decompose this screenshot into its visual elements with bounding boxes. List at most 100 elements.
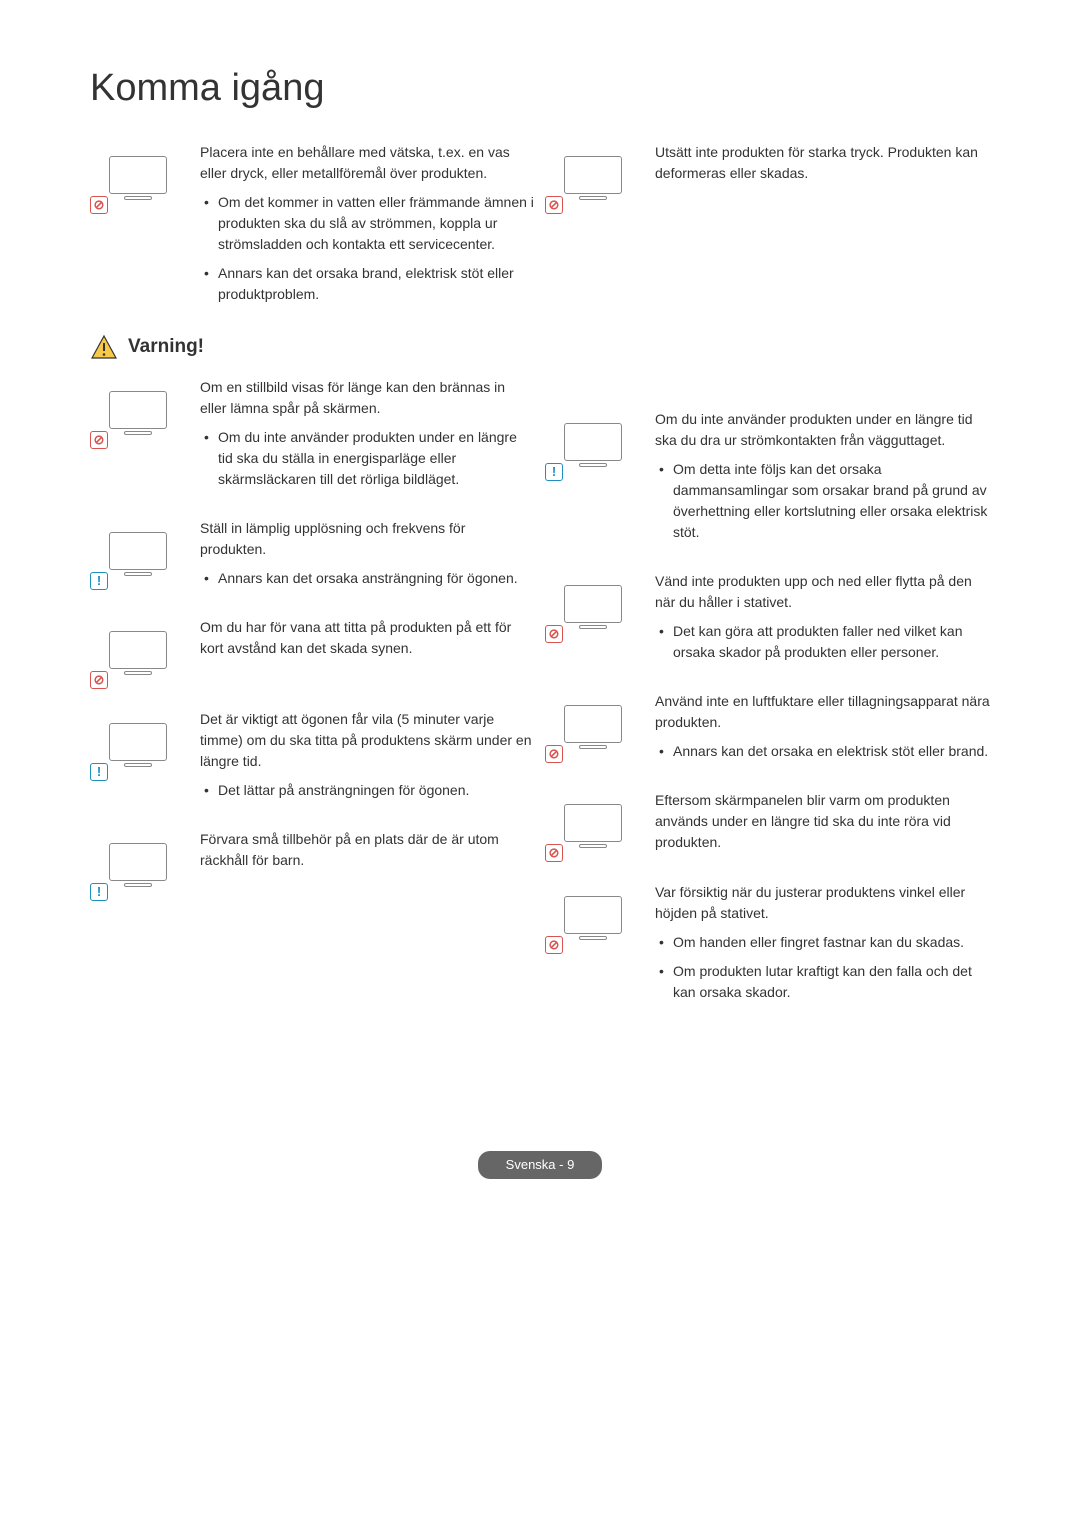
item-text: Förvara små tillbehör på en plats där de…	[200, 829, 535, 901]
item-text: Vänd inte produkten upp och ned eller fl…	[655, 571, 990, 671]
item-text: Om du har för vana att titta på produkte…	[200, 617, 535, 689]
item-icon-wrap: ⊘	[90, 377, 200, 498]
warning-triangle-icon	[90, 334, 118, 360]
tv-icon	[109, 391, 167, 429]
item-icon-wrap: ⊘	[545, 142, 655, 214]
safety-illustration: !	[90, 518, 185, 590]
item-icon-wrap: !	[90, 829, 200, 901]
tv-stand-icon	[579, 625, 607, 629]
item-bullet: Annars kan det orsaka brand, elektrisk s…	[200, 263, 535, 305]
right-column: ⊘ Utsätt inte produkten för starka tryck…	[545, 142, 990, 1031]
safety-item: ! Förvara små tillbehör på en plats där …	[90, 829, 535, 901]
tv-icon	[109, 723, 167, 761]
tv-stand-icon	[124, 671, 152, 675]
safety-item: ⊘ Eftersom skärmpanelen blir varm om pro…	[545, 790, 990, 862]
safety-illustration: ⊘	[545, 790, 640, 862]
info-icon: !	[90, 572, 108, 590]
tv-stand-icon	[124, 763, 152, 767]
page-title: Komma igång	[90, 60, 990, 117]
item-bullet: Om detta inte följs kan det orsaka damma…	[655, 459, 990, 543]
item-text: Placera inte en behållare med vätska, t.…	[200, 142, 535, 313]
item-icon-wrap: ⊘	[545, 790, 655, 862]
tv-stand-icon	[579, 844, 607, 848]
item-text: Det är viktigt att ögonen får vila (5 mi…	[200, 709, 535, 809]
safety-item: ⊘ Var försiktig när du justerar produkte…	[545, 882, 990, 1011]
item-bullet: Annars kan det orsaka ansträngning för ö…	[200, 568, 535, 589]
prohibit-icon: ⊘	[545, 625, 563, 643]
warning-heading: Varning!	[90, 333, 535, 362]
page-footer: Svenska - 9	[90, 1151, 990, 1179]
item-icon-wrap: ⊘	[545, 571, 655, 671]
tv-stand-icon	[579, 463, 607, 467]
item-icon-wrap: ⊘	[90, 142, 200, 313]
item-paragraph: Använd inte en luftfuktare eller tillagn…	[655, 691, 990, 733]
prohibit-icon: ⊘	[545, 936, 563, 954]
item-icon-wrap: !	[90, 518, 200, 597]
prohibit-icon: ⊘	[545, 196, 563, 214]
safety-illustration: ⊘	[545, 571, 640, 643]
safety-illustration: ⊘	[545, 691, 640, 763]
item-paragraph: Eftersom skärmpanelen blir varm om produ…	[655, 790, 990, 853]
item-icon-wrap: !	[90, 709, 200, 809]
tv-icon	[109, 631, 167, 669]
item-text: Använd inte en luftfuktare eller tillagn…	[655, 691, 990, 770]
item-text: Om du inte använder produkten under en l…	[655, 409, 990, 551]
item-bullet: Annars kan det orsaka en elektrisk stöt …	[655, 741, 990, 762]
tv-stand-icon	[124, 196, 152, 200]
item-paragraph: Var försiktig när du justerar produktens…	[655, 882, 990, 924]
safety-illustration: ⊘	[545, 142, 640, 214]
item-icon-wrap: ⊘	[545, 691, 655, 770]
page-number: Svenska - 9	[478, 1151, 603, 1179]
item-paragraph: Vänd inte produkten upp och ned eller fl…	[655, 571, 990, 613]
tv-stand-icon	[124, 883, 152, 887]
prohibit-icon: ⊘	[90, 196, 108, 214]
item-bullet: Om handen eller fingret fastnar kan du s…	[655, 932, 990, 953]
safety-item: ⊘ Om du har för vana att titta på produk…	[90, 617, 535, 689]
prohibit-icon: ⊘	[545, 745, 563, 763]
item-bullet: Det kan göra att produkten faller ned vi…	[655, 621, 990, 663]
warning-label: Varning!	[128, 333, 204, 362]
tv-icon	[564, 705, 622, 743]
tv-icon	[109, 843, 167, 881]
safety-item: ! Det är viktigt att ögonen får vila (5 …	[90, 709, 535, 809]
info-icon: !	[90, 883, 108, 901]
item-text: Eftersom skärmpanelen blir varm om produ…	[655, 790, 990, 862]
safety-item: ⊘ Placera inte en behållare med vätska, …	[90, 142, 535, 313]
tv-stand-icon	[124, 431, 152, 435]
item-bullet: Om det kommer in vatten eller främmande …	[200, 192, 535, 255]
tv-stand-icon	[579, 745, 607, 749]
safety-illustration: ⊘	[90, 617, 185, 689]
item-paragraph: Om en stillbild visas för länge kan den …	[200, 377, 535, 419]
safety-item: ⊘ Vänd inte produkten upp och ned eller …	[545, 571, 990, 671]
safety-item: ⊘ Om en stillbild visas för länge kan de…	[90, 377, 535, 498]
info-icon: !	[545, 463, 563, 481]
content-grid: ⊘ Placera inte en behållare med vätska, …	[90, 142, 990, 1031]
item-text: Om en stillbild visas för länge kan den …	[200, 377, 535, 498]
prohibit-icon: ⊘	[545, 844, 563, 862]
item-bullet: Om produkten lutar kraftigt kan den fall…	[655, 961, 990, 1003]
item-text: Ställ in lämplig upplösning och frekvens…	[200, 518, 535, 597]
item-paragraph: Om du inte använder produkten under en l…	[655, 409, 990, 451]
tv-stand-icon	[579, 936, 607, 940]
item-paragraph: Placera inte en behållare med vätska, t.…	[200, 142, 535, 184]
safety-illustration: !	[90, 709, 185, 781]
safety-illustration: !	[545, 409, 640, 481]
tv-icon	[109, 532, 167, 570]
safety-item: ⊘ Utsätt inte produkten för starka tryck…	[545, 142, 990, 214]
tv-icon	[564, 896, 622, 934]
info-icon: !	[90, 763, 108, 781]
left-column: ⊘ Placera inte en behållare med vätska, …	[90, 142, 535, 1031]
item-paragraph: Förvara små tillbehör på en plats där de…	[200, 829, 535, 871]
item-icon-wrap: !	[545, 409, 655, 551]
tv-icon	[564, 585, 622, 623]
tv-icon	[564, 156, 622, 194]
item-paragraph: Ställ in lämplig upplösning och frekvens…	[200, 518, 535, 560]
safety-item: ! Om du inte använder produkten under en…	[545, 409, 990, 551]
item-text: Var försiktig när du justerar produktens…	[655, 882, 990, 1011]
item-icon-wrap: ⊘	[545, 882, 655, 1011]
prohibit-icon: ⊘	[90, 671, 108, 689]
item-paragraph: Det är viktigt att ögonen får vila (5 mi…	[200, 709, 535, 772]
item-paragraph: Utsätt inte produkten för starka tryck. …	[655, 142, 990, 184]
safety-illustration: !	[90, 829, 185, 901]
item-paragraph: Om du har för vana att titta på produkte…	[200, 617, 535, 659]
